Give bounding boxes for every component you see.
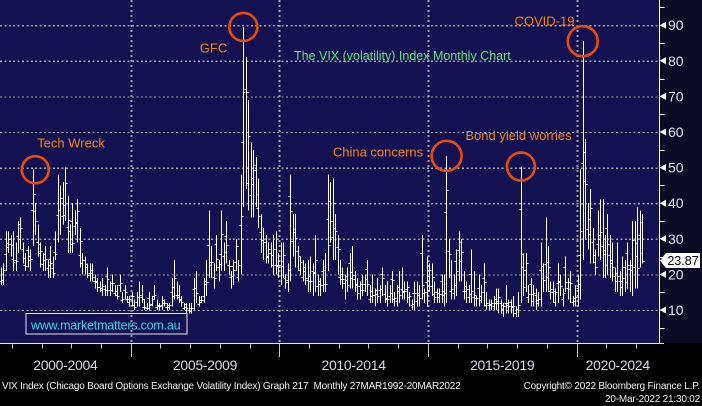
annotation-circles-layer bbox=[20, 11, 600, 185]
y-tick-label-90: 90 bbox=[668, 17, 684, 33]
copyright-notice: Copyright© 2022 Bloomberg Finance L.P. bbox=[523, 381, 701, 392]
y-axis-ticks-layer: 10 20 30 40 50 60 70 80 90 bbox=[659, 7, 684, 329]
chart-description: VIX Index (Chicago Board Options Exchang… bbox=[2, 381, 461, 392]
x-axis-labels-layer: 2000-2004 2005-2009 2010-2014 2015-2019 2020… bbox=[33, 357, 650, 373]
chart-title: The VIX (volatility) Index Monthly Chart bbox=[294, 49, 511, 63]
x-axis-label-2010-2014: 2010-2014 bbox=[321, 357, 386, 373]
y-tick-label-50: 50 bbox=[668, 160, 684, 176]
x-axis-label-2015-2019: 2015-2019 bbox=[470, 357, 535, 373]
annotation-label-gfc: GFC bbox=[200, 41, 227, 56]
annotation-circle-tech-wreck bbox=[20, 154, 51, 185]
right-axis-margin bbox=[660, 0, 702, 343]
y-tick-label-40: 40 bbox=[668, 195, 684, 211]
watermark-box: www.marketmatters.com.au bbox=[25, 313, 188, 335]
plot-area bbox=[0, 0, 659, 343]
y-tick-label-70: 70 bbox=[668, 88, 684, 104]
y-tick-label-10: 10 bbox=[668, 302, 684, 318]
x-axis-ticks-layer bbox=[12, 344, 637, 357]
last-price-value: 23.87 bbox=[667, 254, 698, 268]
y-tick-arrow-70 bbox=[659, 92, 666, 100]
gridlines-layer bbox=[0, 0, 659, 343]
watermark-link[interactable]: www.marketmatters.com.au bbox=[30, 319, 181, 333]
annotation-circle-gfc bbox=[228, 11, 259, 43]
y-tick-label-30: 30 bbox=[668, 231, 684, 247]
last-price-marker: 23.87 bbox=[660, 253, 700, 268]
x-axis-label-2005-2009: 2005-2009 bbox=[173, 357, 238, 373]
y-tick-arrow-40 bbox=[659, 199, 666, 207]
y-tick-arrow-20 bbox=[659, 270, 666, 278]
annotation-label-bond-yield-worries: Bond yield worries bbox=[465, 128, 572, 143]
last-price-arrow bbox=[660, 253, 700, 268]
timestamp: 20-Mar-2022 21:30:02 bbox=[605, 394, 700, 405]
annotation-circle-china-concerns bbox=[430, 139, 463, 173]
x-axis-label-2000-2004: 2000-2004 bbox=[33, 357, 98, 373]
y-tick-arrow-50 bbox=[659, 164, 666, 172]
annotation-circle-bond-yield-worries bbox=[505, 151, 537, 182]
y-tick-label-20: 20 bbox=[668, 266, 684, 282]
annotation-label-tech-wreck: Tech Wreck bbox=[37, 136, 105, 151]
price-bars-layer bbox=[0, 26, 645, 318]
annotation-label-covid-19: COVID-19 bbox=[515, 14, 575, 29]
x-axis-label-2020-2024: 2020-2024 bbox=[586, 357, 651, 373]
y-tick-arrow-60 bbox=[659, 128, 666, 136]
annotation-circle-covid-19 bbox=[566, 24, 600, 58]
y-tick-arrow-90 bbox=[659, 21, 666, 29]
annotation-labels-layer: Tech Wreck GFC China concerns Bond yield wo… bbox=[37, 14, 574, 160]
annotation-label-china-concerns: China concerns bbox=[333, 145, 424, 160]
y-tick-label-60: 60 bbox=[668, 124, 684, 140]
y-tick-arrow-30 bbox=[659, 235, 666, 243]
y-tick-label-80: 80 bbox=[668, 53, 684, 69]
y-tick-arrow-10 bbox=[659, 306, 666, 314]
y-tick-arrow-80 bbox=[659, 57, 666, 65]
